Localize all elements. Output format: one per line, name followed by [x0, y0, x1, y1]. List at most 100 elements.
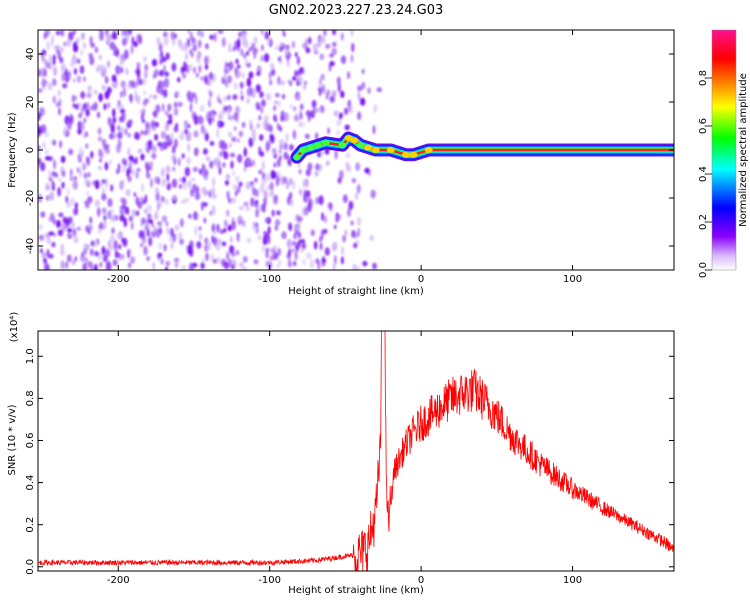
noise-blob [153, 121, 159, 128]
noise-blob [274, 220, 281, 226]
noise-blob [264, 247, 270, 253]
noise-blob [73, 30, 76, 35]
noise-blob [281, 231, 287, 240]
noise-blob [85, 256, 89, 266]
noise-blob [181, 265, 187, 270]
noise-blob [72, 78, 76, 83]
noise-blob [341, 246, 344, 256]
noise-blob [361, 81, 366, 90]
noise-blob [354, 232, 359, 239]
noise-blob [356, 184, 361, 194]
noise-blob [326, 160, 330, 166]
noise-blob [351, 178, 356, 184]
noise-blob [57, 51, 61, 60]
noise-blob [53, 66, 57, 77]
noise-blob [221, 37, 226, 48]
noise-blob [278, 258, 282, 267]
bottom-y-multiplier: (x10⁴) [9, 312, 20, 343]
noise-blob [121, 179, 125, 188]
noise-blob [192, 44, 198, 52]
noise-blob [55, 219, 62, 228]
noise-blob [231, 220, 236, 231]
noise-blob [158, 242, 162, 251]
noise-blob [75, 103, 79, 110]
noise-blob [52, 218, 56, 224]
noise-blob [357, 85, 363, 92]
noise-blob [155, 228, 161, 238]
noise-blob [318, 77, 322, 87]
noise-blob [242, 256, 248, 263]
noise-blob [204, 237, 209, 245]
noise-blob [53, 45, 59, 50]
noise-blob [269, 254, 274, 261]
noise-blob [208, 96, 212, 105]
noise-blob [46, 40, 51, 51]
noise-blob [288, 224, 292, 232]
noise-blob [225, 173, 230, 181]
noise-blob [122, 237, 128, 247]
noise-blob [38, 234, 45, 241]
noise-blob [209, 253, 215, 261]
noise-blob [140, 153, 145, 161]
noise-blob [163, 64, 166, 74]
noise-blob [193, 147, 199, 157]
noise-blob [58, 88, 61, 97]
noise-blob [219, 99, 222, 105]
y-tick-label: 0.4 [25, 475, 36, 491]
noise-blob [115, 168, 121, 175]
noise-blob [107, 210, 112, 220]
noise-blob [143, 90, 147, 96]
noise-blob [71, 94, 76, 103]
noise-blob [172, 145, 176, 155]
noise-blob [193, 115, 199, 125]
noise-blob [140, 196, 144, 203]
noise-blob [248, 137, 254, 148]
noise-blob [245, 181, 251, 190]
noise-blob [312, 43, 318, 52]
noise-blob [273, 100, 279, 105]
noise-blob [201, 163, 205, 174]
noise-blob [301, 205, 305, 216]
noise-blob [276, 158, 281, 168]
noise-blob [66, 231, 72, 239]
noise-blob [195, 72, 199, 78]
colorbar-tick-label: 0.4 [698, 166, 709, 182]
noise-blob [234, 189, 238, 197]
noise-blob [49, 81, 53, 91]
noise-blob [59, 140, 62, 149]
noise-blob [193, 66, 196, 74]
noise-blob [192, 262, 198, 268]
noise-blob [215, 156, 220, 166]
noise-blob [217, 113, 223, 120]
noise-blob [179, 135, 184, 141]
noise-blob [168, 119, 173, 125]
noise-blob [259, 184, 265, 194]
noise-blob [126, 119, 132, 129]
noise-blob [89, 35, 93, 45]
noise-blob [308, 36, 312, 45]
noise-blob [298, 75, 304, 86]
noise-blob [250, 197, 255, 207]
noise-blob [301, 242, 307, 250]
noise-blob [175, 90, 181, 97]
noise-blob [105, 248, 111, 258]
noise-blob [364, 167, 370, 174]
noise-blob [184, 197, 190, 203]
colorbar-tick-label: 0.8 [698, 70, 709, 86]
noise-blob [175, 263, 178, 269]
noise-blob [148, 236, 153, 247]
noise-blob [320, 73, 325, 81]
noise-blob [282, 30, 285, 37]
noise-blob [201, 186, 207, 195]
noise-blob [45, 195, 50, 201]
noise-blob [204, 55, 208, 65]
noise-blob [172, 233, 176, 243]
noise-blob [277, 76, 281, 86]
noise-blob [192, 38, 197, 47]
noise-blob [181, 176, 187, 184]
noise-blob [218, 166, 222, 175]
noise-blob [180, 66, 185, 75]
noise-blob [270, 247, 276, 254]
noise-blob [65, 38, 71, 48]
noise-blob [269, 134, 275, 144]
